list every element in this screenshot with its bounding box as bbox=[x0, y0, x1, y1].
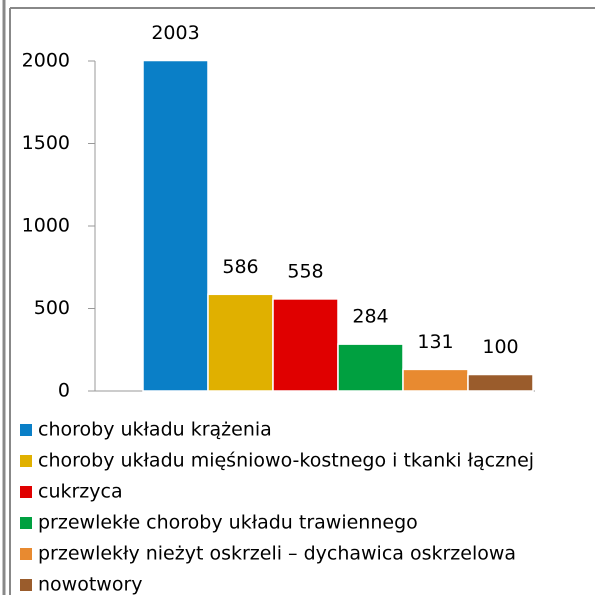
data-label: 586 bbox=[222, 256, 258, 278]
y-tick-label: 1000 bbox=[22, 215, 70, 237]
bar bbox=[337, 343, 404, 392]
y-tick-label: 0 bbox=[58, 380, 70, 402]
data-label: 100 bbox=[482, 336, 518, 358]
legend-swatch bbox=[20, 486, 32, 498]
bar bbox=[402, 368, 469, 392]
legend-swatch bbox=[20, 517, 32, 529]
legend-swatch bbox=[20, 424, 32, 436]
legend-swatch bbox=[20, 455, 32, 467]
legend-label: przewlekłe choroby układu trawiennego bbox=[38, 512, 418, 534]
data-label: 284 bbox=[352, 306, 388, 328]
bar bbox=[467, 373, 534, 392]
legend-label: cukrzyca bbox=[38, 481, 123, 503]
data-label: 558 bbox=[287, 260, 323, 282]
data-label: 2003 bbox=[151, 22, 199, 44]
bar bbox=[272, 298, 339, 392]
y-tick-label: 500 bbox=[34, 297, 70, 319]
bar bbox=[142, 59, 209, 392]
legend-swatch bbox=[20, 579, 32, 591]
legend-label: przewlekły nieżyt oskrzeli – dychawica o… bbox=[38, 543, 516, 565]
bar bbox=[207, 293, 274, 392]
legend-label: choroby układu mięśniowo-kostnego i tkan… bbox=[38, 450, 534, 472]
legend-label: choroby układu krążenia bbox=[38, 419, 272, 441]
legend-swatch bbox=[20, 548, 32, 560]
data-label: 131 bbox=[417, 331, 453, 353]
y-tick-label: 1500 bbox=[22, 132, 70, 154]
legend-label: nowotwory bbox=[38, 574, 143, 595]
y-tick-label: 2000 bbox=[22, 50, 70, 72]
